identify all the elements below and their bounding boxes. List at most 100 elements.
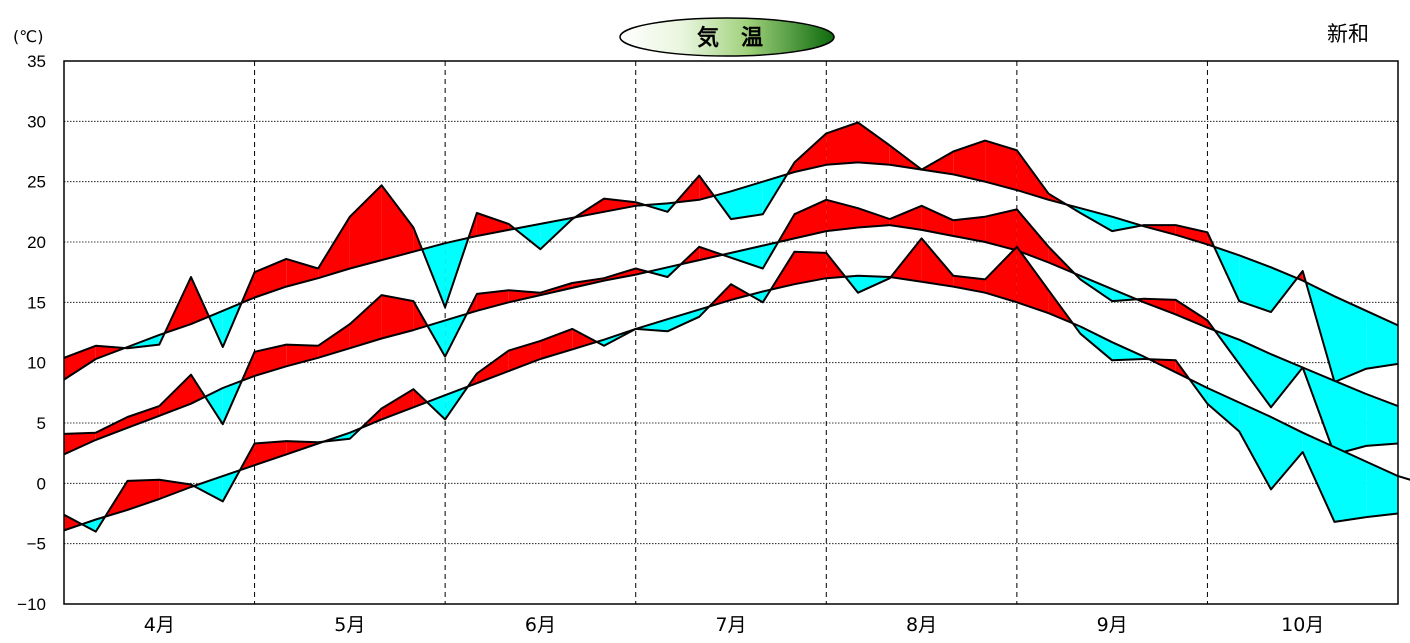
below-normal-fill [1239, 255, 1271, 312]
below-normal-fill [647, 267, 668, 277]
below-normal-fill [193, 476, 223, 502]
above-normal-fill [953, 216, 986, 242]
title-badge: 気 温 [619, 17, 835, 57]
above-normal-fill [349, 185, 382, 269]
below-normal-fill [1334, 447, 1367, 522]
above-normal-fill [572, 328, 597, 350]
below-normal-fill [205, 388, 223, 425]
above-normal-fill [794, 199, 827, 239]
above-normal-fill [286, 344, 319, 367]
above-normal-fill [508, 290, 541, 303]
month-label: 9月 [1097, 614, 1128, 636]
below-normal-fill [1334, 296, 1367, 382]
series-max [63, 121, 1399, 383]
above-normal-fill [381, 185, 414, 261]
normal-line-max [63, 161, 1399, 381]
above-normal-fill [921, 238, 954, 287]
above-normal-fill [95, 417, 128, 440]
above-normal-fill [349, 295, 382, 349]
above-normal-fill [159, 479, 191, 499]
below-normal-fill [1366, 461, 1398, 518]
below-normal-fill [1271, 417, 1303, 490]
above-normal-fill [1175, 225, 1208, 245]
above-normal-fill [985, 209, 1017, 251]
above-normal-fill [889, 205, 922, 230]
below-normal-fill [1080, 208, 1113, 232]
below-normal-fill [731, 181, 763, 220]
below-normal-fill [1271, 267, 1298, 312]
observed-line-mean [63, 198, 1399, 456]
above-normal-fill [953, 140, 986, 182]
below-normal-fill [1080, 326, 1113, 361]
above-normal-fill [254, 258, 287, 298]
above-normal-fill [254, 441, 287, 466]
y-tick-label: 30 [27, 112, 46, 131]
above-normal-fill [1175, 299, 1208, 328]
below-normal-fill [1112, 216, 1142, 232]
above-normal-fill [953, 275, 986, 293]
above-normal-fill [381, 295, 414, 339]
above-normal-fill [381, 389, 414, 420]
above-normal-fill [318, 216, 350, 279]
y-tick-label: −10 [17, 595, 46, 614]
observed-line-min [63, 237, 1399, 533]
above-normal-fill [1016, 209, 1049, 263]
y-tick-label: 5 [37, 414, 46, 433]
month-label: 4月 [144, 614, 175, 636]
above-normal-fill [826, 199, 858, 232]
below-normal-fill [82, 519, 96, 532]
month-label: 6月 [525, 614, 556, 636]
above-normal-fill [64, 432, 96, 455]
above-normal-fill [794, 133, 827, 172]
observed-line-max [63, 121, 1399, 383]
above-normal-fill [159, 374, 191, 416]
chart-title: 気 温 [697, 25, 763, 51]
above-normal-fill [1016, 246, 1049, 314]
unit-label: (℃) [13, 27, 43, 46]
normal-line-mean [63, 224, 1399, 456]
y-tick-label: 35 [27, 52, 46, 71]
above-normal-fill [64, 514, 82, 531]
y-tick-label: −5 [27, 535, 46, 554]
above-normal-fill [921, 151, 954, 175]
station-name: 新和 [1327, 22, 1369, 46]
below-normal-fill [1366, 394, 1398, 446]
below-normal-fill [1302, 432, 1335, 522]
above-normal-fill [476, 213, 509, 236]
y-tick-label: 0 [37, 474, 46, 493]
above-normal-fill [127, 406, 160, 428]
y-tick-label: 10 [27, 354, 46, 373]
above-normal-fill [476, 290, 509, 311]
below-normal-fill [1271, 354, 1303, 408]
title-ellipse [619, 17, 835, 57]
below-normal-fill [1334, 380, 1367, 455]
above-normal-fill [985, 140, 1017, 191]
below-normal-fill [1207, 388, 1240, 432]
above-normal-fill [858, 208, 890, 228]
below-normal-fill [667, 309, 700, 332]
above-normal-fill [127, 479, 160, 510]
normal-line-min [63, 274, 1410, 532]
y-tick-label: 20 [27, 233, 46, 252]
axis-layer: −10 −5 0 5 10 15 20 25 30 35 4月 5月 6月 7月 8月 9月 10月 [17, 52, 1399, 636]
above-normal-fill [858, 122, 890, 165]
series-layer [63, 121, 1410, 533]
above-normal-fill [699, 246, 723, 261]
y-tick-label: 15 [27, 293, 46, 312]
above-normal-fill [921, 205, 954, 236]
above-normal-fill [985, 246, 1017, 303]
above-normal-fill [318, 324, 350, 358]
above-normal-fill [826, 122, 858, 165]
below-normal-fill [1239, 402, 1271, 490]
month-label: 7月 [715, 614, 746, 636]
above-normal-fill [476, 350, 509, 384]
below-normal-fill [1239, 339, 1271, 408]
plot-frame [63, 60, 1399, 605]
month-label: 5月 [334, 614, 365, 636]
month-label: 10月 [1281, 614, 1324, 636]
month-label: 8月 [906, 614, 937, 636]
below-normal-fill [1366, 310, 1398, 369]
y-tick-label: 25 [27, 173, 46, 192]
series-min [63, 237, 1410, 533]
